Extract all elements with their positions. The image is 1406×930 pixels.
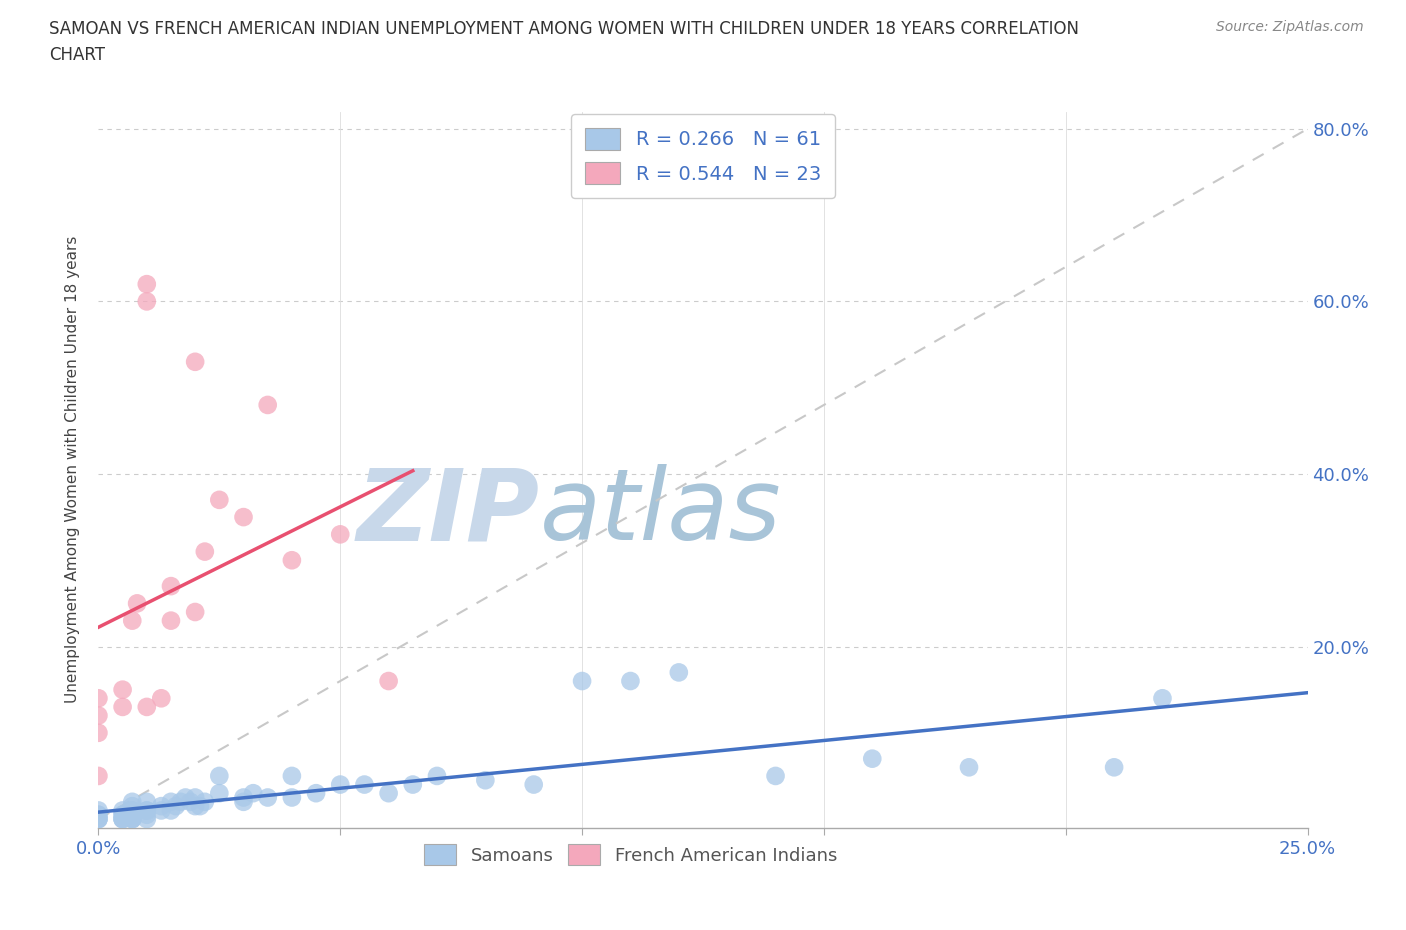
Point (111, 812, 134, 827)
Point (402, 777, 425, 792)
Point (87, 807, 110, 822)
Point (87, 803, 110, 817)
Point (668, 665, 690, 680)
Point (281, 768, 304, 783)
Point (121, 613, 143, 628)
Point (169, 794, 191, 809)
Point (121, 803, 143, 817)
Point (121, 799, 143, 814)
Point (121, 794, 143, 809)
Point (208, 492, 231, 507)
Point (150, 691, 173, 706)
Point (87, 708, 110, 723)
Point (127, 596, 149, 611)
Point (184, 799, 207, 814)
Point (179, 794, 201, 809)
Point (571, 673, 593, 688)
Point (353, 777, 375, 792)
Point (135, 294, 157, 309)
Point (208, 768, 231, 783)
Text: CHART: CHART (49, 46, 105, 64)
Point (87, 812, 110, 827)
Point (232, 794, 254, 809)
Point (305, 786, 328, 801)
Point (135, 794, 157, 809)
Point (135, 277, 157, 292)
Point (87, 691, 110, 706)
Point (256, 790, 278, 805)
Point (377, 673, 399, 688)
Point (160, 578, 183, 593)
Point (256, 397, 278, 412)
Point (281, 790, 304, 805)
Point (121, 812, 143, 827)
Point (232, 510, 254, 525)
Point (111, 807, 134, 822)
Point (232, 790, 254, 805)
Point (1152, 691, 1174, 706)
Point (174, 790, 197, 805)
Point (160, 803, 183, 817)
Point (135, 807, 157, 822)
Point (111, 812, 134, 827)
Point (377, 786, 399, 801)
Point (329, 777, 352, 792)
Legend: Samoans, French American Indians: Samoans, French American Indians (416, 837, 845, 872)
Point (208, 786, 231, 801)
Point (194, 544, 217, 559)
Point (188, 799, 211, 814)
Point (957, 760, 980, 775)
Point (87, 807, 110, 822)
Point (87, 812, 110, 827)
Point (184, 790, 207, 805)
Point (426, 768, 449, 783)
Point (121, 812, 143, 827)
Point (150, 803, 173, 817)
Point (87, 725, 110, 740)
Point (111, 812, 134, 827)
Point (111, 683, 134, 698)
Point (165, 799, 187, 814)
Text: ZIP: ZIP (357, 464, 540, 561)
Point (150, 799, 173, 814)
Y-axis label: Unemployment Among Women with Children Under 18 years: Unemployment Among Women with Children U… (65, 236, 80, 703)
Point (135, 699, 157, 714)
Point (121, 803, 143, 817)
Point (860, 751, 883, 766)
Point (619, 673, 641, 688)
Point (111, 803, 134, 817)
Point (121, 807, 143, 822)
Point (281, 552, 304, 567)
Point (135, 803, 157, 817)
Point (135, 812, 157, 827)
Point (121, 812, 143, 827)
Text: Source: ZipAtlas.com: Source: ZipAtlas.com (1216, 20, 1364, 34)
Text: SAMOAN VS FRENCH AMERICAN INDIAN UNEMPLOYMENT AMONG WOMEN WITH CHILDREN UNDER 18: SAMOAN VS FRENCH AMERICAN INDIAN UNEMPLO… (49, 20, 1080, 38)
Point (474, 773, 496, 788)
Point (87, 768, 110, 783)
Point (111, 807, 134, 822)
Point (160, 794, 183, 809)
Point (765, 768, 787, 783)
Point (242, 786, 264, 801)
Point (184, 604, 207, 619)
Point (184, 354, 207, 369)
Point (194, 794, 217, 809)
Point (111, 699, 134, 714)
Point (523, 777, 546, 792)
Text: atlas: atlas (540, 464, 782, 561)
Point (135, 803, 157, 817)
Point (1102, 760, 1125, 775)
Point (160, 613, 183, 628)
Point (87, 812, 110, 827)
Point (329, 527, 352, 542)
